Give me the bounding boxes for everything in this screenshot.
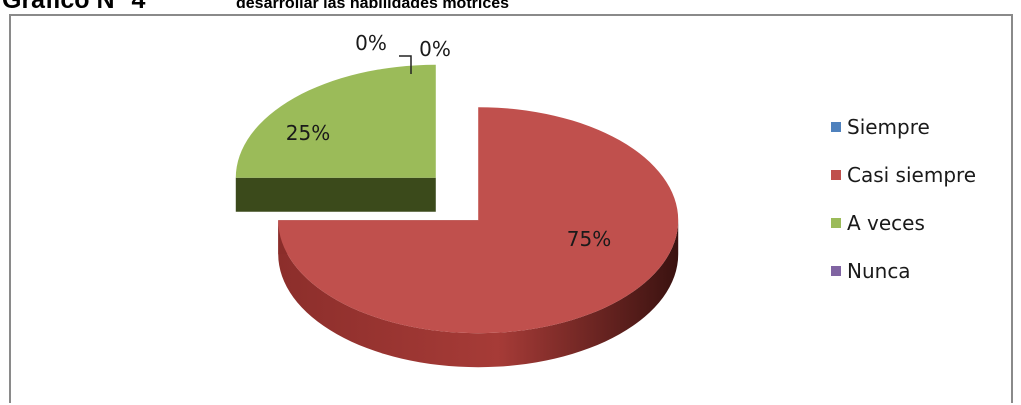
data-label-nunca: 0% xyxy=(419,37,451,61)
legend-label-a-veces: A veces xyxy=(847,211,925,235)
pie-slices xyxy=(235,64,679,368)
legend-swatch-a-veces xyxy=(831,218,841,228)
chart-header: Gráfico N° 4 desarrollar las habilidades… xyxy=(0,0,1021,14)
legend: Siempre Casi siempre A veces Nunca xyxy=(831,115,976,283)
slice-casi-siempre xyxy=(278,107,679,334)
data-label-casi-siempre: 75% xyxy=(567,227,611,251)
leader-line xyxy=(399,55,412,74)
legend-label-nunca: Nunca xyxy=(847,259,911,283)
legend-label-casi-siempre: Casi siempre xyxy=(847,163,976,187)
data-labels: 0% 75% 25% 0% xyxy=(286,31,611,251)
legend-swatch-siempre xyxy=(831,122,841,132)
chart-subtitle: desarrollar las habilidades motrices xyxy=(236,0,510,12)
legend-swatch-casi-siempre xyxy=(831,170,841,180)
legend-swatch-nunca xyxy=(831,266,841,276)
slice-a-veces xyxy=(235,64,436,178)
data-label-siempre: 0% xyxy=(355,31,387,55)
chart-number-title: Gráfico N° 4 xyxy=(2,0,146,14)
data-label-a-veces: 25% xyxy=(286,121,330,145)
legend-label-siempre: Siempre xyxy=(847,115,930,139)
pie-chart: 0% 75% 25% 0% Siempre Casi siempre A veces Nun… xyxy=(235,31,976,368)
chart-area: 0% 75% 25% 0% Siempre Casi siempre A veces Nun… xyxy=(9,14,1013,403)
slice-a-veces-side xyxy=(235,177,436,212)
